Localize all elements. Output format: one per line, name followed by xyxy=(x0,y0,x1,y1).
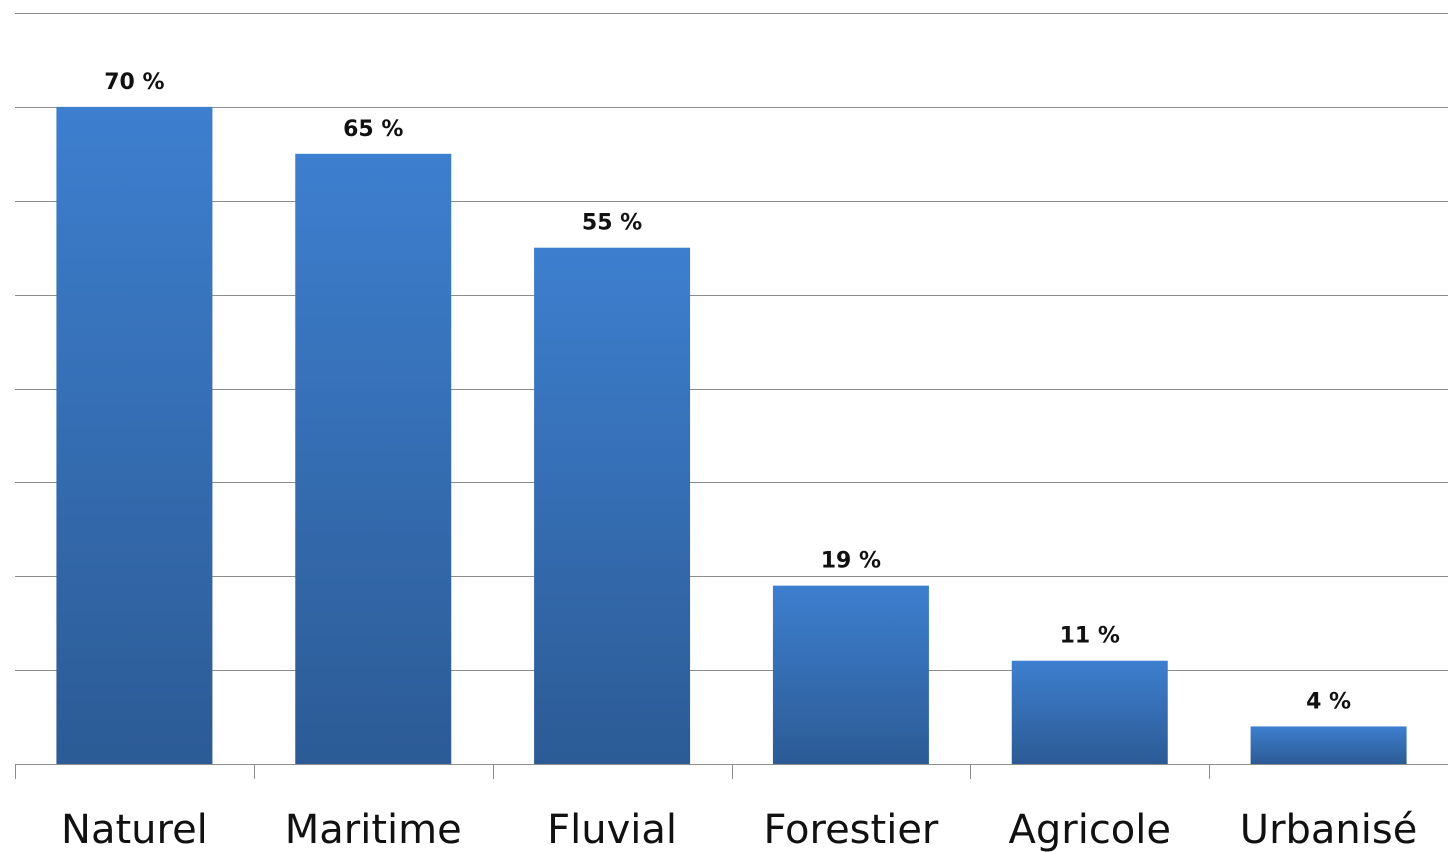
data-labels: 70 % 65 % 55 % 19 % 11 % 4 % xyxy=(104,70,1351,715)
category-label: Forestier xyxy=(763,807,938,852)
data-label: 11 % xyxy=(1060,624,1120,649)
bars xyxy=(56,106,1407,764)
category-label: Fluvial xyxy=(547,807,677,852)
x-axis xyxy=(15,764,1448,779)
bar-agricole xyxy=(1011,660,1168,764)
data-label: 4 % xyxy=(1306,689,1351,714)
bar-fluvial xyxy=(534,247,691,764)
category-label: Naturel xyxy=(61,807,208,852)
category-label: Urbanisé xyxy=(1240,807,1418,852)
data-label: 19 % xyxy=(821,549,881,574)
data-label: 55 % xyxy=(582,211,642,236)
data-label: 65 % xyxy=(343,117,403,142)
data-label: 70 % xyxy=(104,70,164,95)
bar-naturel xyxy=(56,106,213,764)
category-labels: Naturel Maritime Fluvial Forestier Agricole U… xyxy=(61,807,1417,852)
bar-urbanisé xyxy=(1250,726,1407,764)
category-label: Agricole xyxy=(1009,807,1172,852)
bar-maritime xyxy=(295,153,452,764)
category-label: Maritime xyxy=(285,807,462,852)
bar-forestier xyxy=(772,585,929,764)
gridlines xyxy=(15,13,1448,671)
